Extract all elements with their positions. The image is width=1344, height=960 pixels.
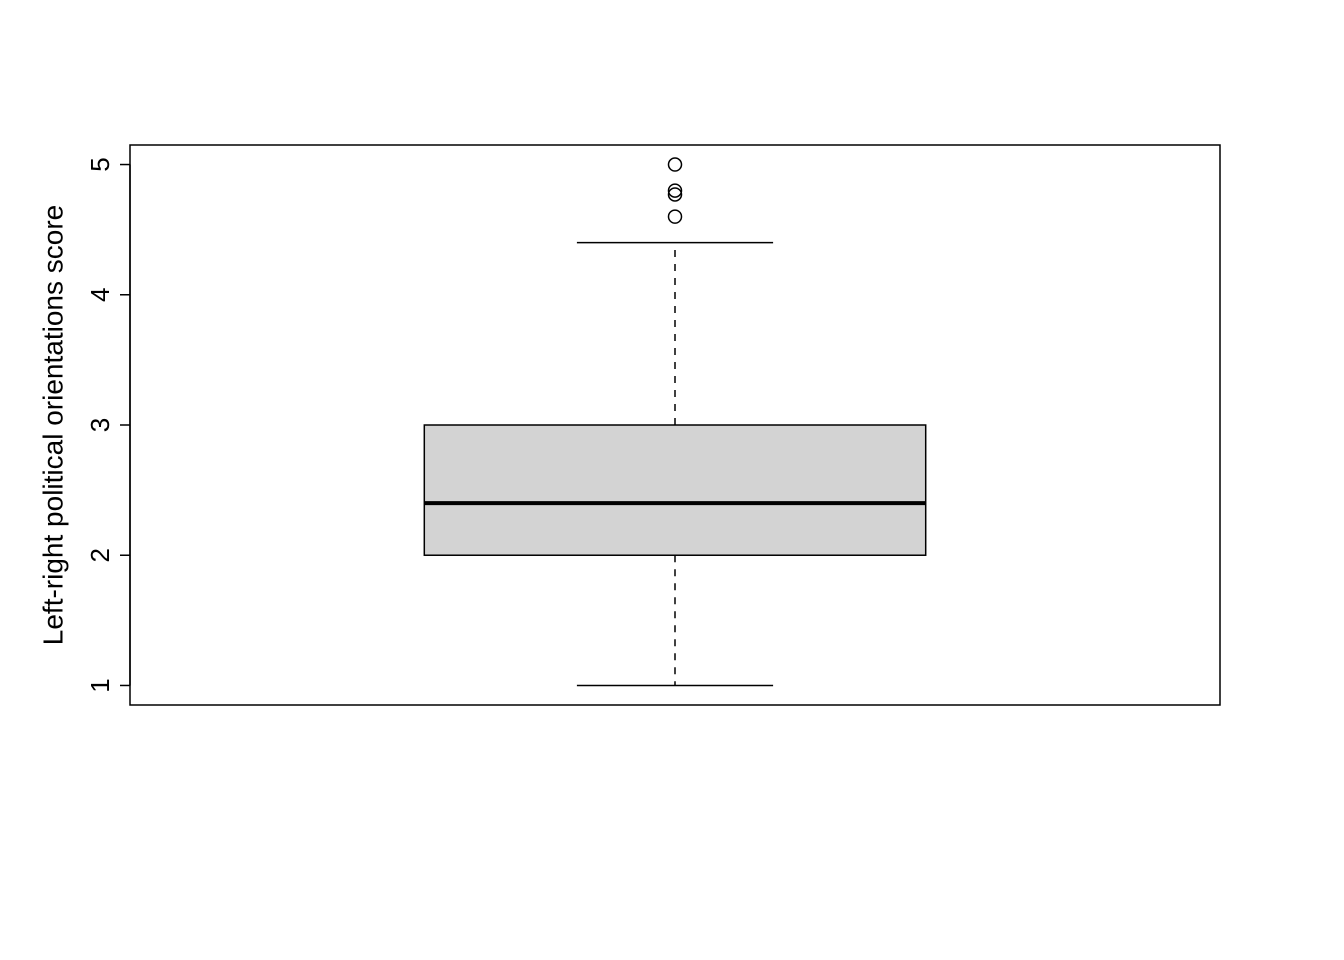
y-tick-label: 3 bbox=[85, 418, 115, 432]
box bbox=[424, 425, 925, 555]
boxplot-chart: 1 2 3 4 5 Left-right political orientations s… bbox=[0, 0, 1344, 960]
y-tick-label: 5 bbox=[85, 157, 115, 171]
y-tick-label: 4 bbox=[85, 288, 115, 302]
y-tick-label: 1 bbox=[85, 678, 115, 692]
y-axis-label: Left-right political orientations score bbox=[37, 205, 68, 645]
y-tick-label: 2 bbox=[85, 548, 115, 562]
